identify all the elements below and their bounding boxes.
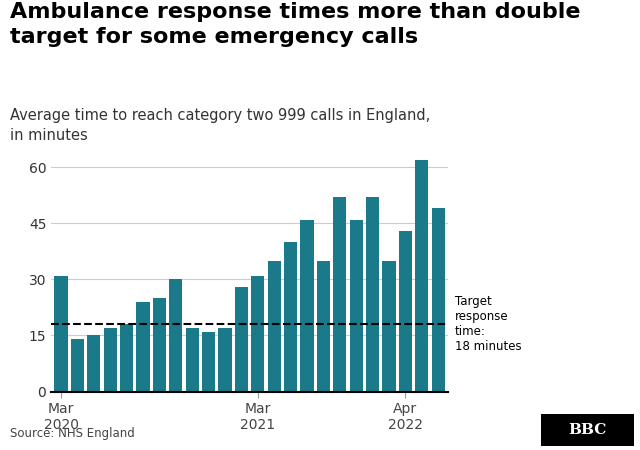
Bar: [186, 328, 199, 392]
Bar: [252, 275, 264, 392]
Text: Source: NHS England: Source: NHS England: [10, 427, 134, 440]
Bar: [431, 208, 445, 392]
Bar: [399, 231, 412, 392]
Bar: [218, 328, 232, 392]
Bar: [284, 242, 297, 392]
Bar: [169, 279, 182, 392]
Bar: [136, 302, 150, 392]
Bar: [153, 298, 166, 392]
Bar: [383, 261, 396, 392]
Text: BBC: BBC: [568, 423, 606, 437]
Text: Target
response
time:
18 minutes: Target response time: 18 minutes: [455, 295, 522, 353]
Bar: [300, 220, 314, 392]
Bar: [349, 220, 363, 392]
Bar: [235, 287, 248, 392]
Text: Average time to reach category two 999 calls in England,
in minutes: Average time to reach category two 999 c…: [10, 108, 430, 143]
Bar: [87, 335, 100, 392]
Bar: [366, 197, 379, 392]
Bar: [268, 261, 281, 392]
Bar: [54, 275, 68, 392]
Bar: [104, 328, 116, 392]
Text: Ambulance response times more than double
target for some emergency calls: Ambulance response times more than doubl…: [10, 2, 580, 47]
Bar: [317, 261, 330, 392]
Bar: [120, 324, 133, 392]
Bar: [202, 332, 215, 392]
Bar: [333, 197, 346, 392]
Bar: [71, 339, 84, 392]
Bar: [415, 160, 428, 392]
